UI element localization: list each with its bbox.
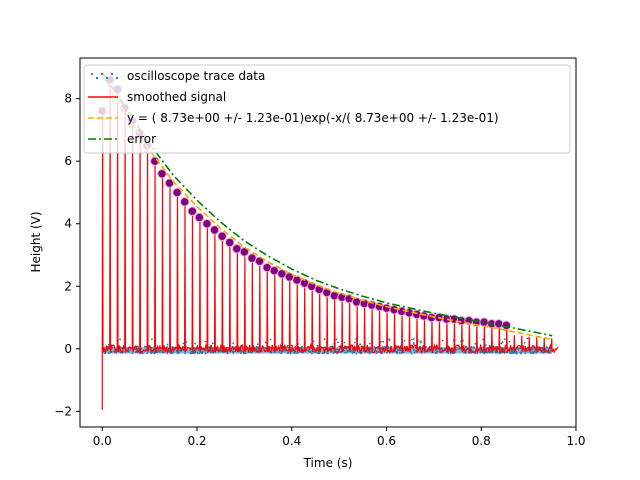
trace-point	[410, 338, 413, 341]
peak-point	[164, 178, 175, 188]
peak-point	[172, 187, 182, 198]
y-tick-label: 6	[64, 154, 72, 168]
peak-point	[254, 256, 265, 266]
x-tick-label: 0.0	[93, 434, 112, 448]
trace-point	[441, 339, 444, 342]
legend-entry-label: y = ( 8.73e+00 +/- 1.23e-01)exp(-x/( 8.7…	[127, 111, 499, 125]
legend-entry-label: error	[127, 132, 156, 146]
trace-point	[151, 338, 153, 341]
legend-entry-label: smoothed signal	[127, 90, 226, 104]
trace-point	[359, 343, 361, 345]
trace-point	[194, 342, 197, 345]
x-tick-label: 0.8	[472, 434, 491, 448]
axis-ticks: 0.0 0.2 0.4 0.6 0.8 1.0 −2 0 2 4 6 8	[54, 92, 585, 448]
trace-point	[208, 345, 211, 348]
trace-point	[286, 344, 289, 347]
x-tick-label: 0.6	[377, 434, 396, 448]
trace-point	[119, 338, 121, 341]
smoothed-signal-line	[101, 79, 559, 410]
trace-point	[388, 339, 391, 342]
trace-point	[474, 342, 477, 345]
legend-swatch-trace	[95, 76, 99, 80]
peak-point	[194, 212, 205, 223]
error-curve-line	[101, 71, 553, 337]
x-tick-label: 0.4	[282, 434, 301, 448]
trace-point	[501, 341, 504, 343]
trace-point	[264, 341, 267, 344]
trace-point	[470, 345, 473, 348]
trace-point	[412, 343, 415, 345]
y-tick-label: −2	[54, 404, 72, 418]
peak-point	[239, 247, 250, 257]
trace-point	[232, 342, 235, 345]
trace-point	[523, 341, 526, 344]
peak-point	[419, 311, 429, 321]
legend-swatch-trace	[110, 72, 114, 76]
data-marks	[97, 71, 559, 410]
trace-point	[269, 338, 272, 341]
trace-point	[107, 345, 110, 348]
peak-point	[179, 197, 190, 207]
x-tick-label: 1.0	[566, 434, 585, 448]
trace-point	[301, 345, 304, 348]
axes-frame	[79, 57, 577, 428]
trace-point	[526, 337, 529, 340]
peak-point	[157, 169, 167, 179]
trace-point	[419, 340, 422, 343]
trace-point	[380, 341, 382, 343]
fit-curve-line	[101, 75, 553, 341]
y-tick-label: 4	[64, 217, 72, 231]
trace-point	[482, 338, 484, 341]
trace-point	[354, 341, 356, 344]
trace-point	[166, 343, 169, 346]
legend: oscilloscope trace data smoothed signal y …	[83, 64, 571, 154]
trace-point	[500, 342, 503, 345]
peak-point	[225, 237, 235, 248]
trace-point	[337, 341, 339, 344]
trace-point	[182, 342, 185, 345]
plot-area	[97, 71, 559, 410]
trace-point	[335, 338, 338, 341]
peak-point	[209, 225, 220, 235]
trace-point	[382, 340, 385, 343]
legend-swatch-trace	[90, 72, 94, 76]
trace-point	[204, 340, 207, 343]
y-tick-label: 0	[64, 342, 72, 356]
trace-point	[403, 339, 406, 342]
trace-point	[338, 345, 341, 348]
trace-point	[323, 338, 326, 341]
trace-point	[503, 338, 506, 341]
trace-point	[211, 342, 214, 345]
y-tick-label: 8	[64, 92, 72, 106]
trace-point	[508, 340, 511, 343]
y-tick-label: 2	[64, 279, 72, 293]
peak-point	[202, 219, 212, 229]
legend-swatch-trace	[115, 76, 119, 80]
peak-point	[381, 303, 392, 313]
legend-swatch-trace	[100, 72, 104, 76]
trace-point	[343, 341, 346, 344]
legend-box	[83, 64, 571, 154]
x-tick-label: 0.2	[187, 434, 206, 448]
legend-swatch-trace	[105, 76, 109, 80]
peak-point	[217, 231, 227, 241]
trace-point	[419, 341, 422, 344]
trace-point	[316, 344, 319, 347]
y-axis-label: Height (V)	[29, 211, 43, 272]
trace-point	[331, 345, 333, 348]
x-axis-label: Time (s)	[303, 456, 353, 470]
trace-point	[368, 342, 371, 345]
trace-point	[256, 343, 259, 346]
trace-point	[412, 338, 415, 340]
peak-point	[187, 206, 197, 216]
legend-entry-label: oscilloscope trace data	[127, 69, 265, 83]
peak-point	[494, 319, 504, 329]
trace-point	[143, 345, 146, 348]
